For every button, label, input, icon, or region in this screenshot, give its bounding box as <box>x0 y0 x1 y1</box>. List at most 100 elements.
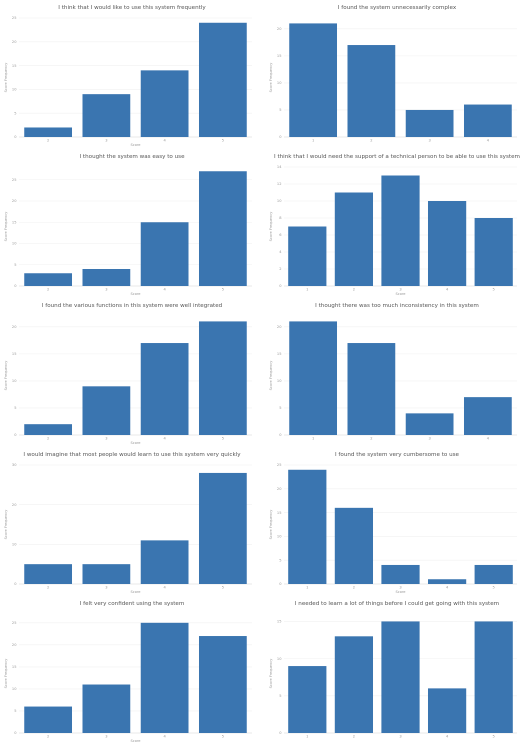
chart-panel-7: I would imagine that most people would l… <box>4 452 252 594</box>
y-tick-label: 5 <box>279 694 281 698</box>
x-axis-label: Score <box>130 590 141 594</box>
bar-2 <box>24 273 73 286</box>
bar-5 <box>198 472 247 584</box>
bar-2 <box>334 507 374 584</box>
y-tick-label: 2 <box>279 267 281 271</box>
y-tick-label: 5 <box>279 108 281 112</box>
chart-panel-10: I needed to learn a lot of things before… <box>269 601 517 739</box>
y-tick-label: 15 <box>12 352 17 356</box>
y-tick-label: 0 <box>279 582 282 586</box>
x-tick-label: 3 <box>399 586 401 590</box>
x-tick-label: 2 <box>370 139 372 143</box>
bar-4 <box>427 579 467 584</box>
chart-panel-3: I thought the system was easy to use 0 5 10… <box>4 154 252 296</box>
x-tick-label: 2 <box>370 437 372 441</box>
bar-2 <box>24 127 73 137</box>
x-axis-label: Score <box>130 441 141 445</box>
y-axis-label: Score Frequency <box>4 509 8 540</box>
y-tick-label: 20 <box>12 325 17 329</box>
y-axis-label: Score Frequency <box>269 509 273 540</box>
bar-2 <box>24 706 73 733</box>
x-tick-label: 1 <box>306 735 308 739</box>
y-axis-label: Score Frequency <box>269 360 273 391</box>
x-tick-label: 4 <box>163 437 166 441</box>
bar-4 <box>427 688 467 733</box>
bar-3 <box>405 413 454 435</box>
x-tick-label: 1 <box>312 437 314 441</box>
y-tick-label: 6 <box>279 233 282 237</box>
y-tick-label: 25 <box>12 178 17 182</box>
y-tick-label: 25 <box>12 16 17 20</box>
x-tick-label: 4 <box>446 586 449 590</box>
x-tick-label: 3 <box>399 288 401 292</box>
bar-1 <box>288 226 327 286</box>
bar-4 <box>463 104 512 137</box>
y-tick-label: 15 <box>277 511 282 515</box>
x-tick-label: 2 <box>47 139 49 143</box>
x-tick-label: 2 <box>47 586 49 590</box>
y-tick-label: 30 <box>12 463 17 467</box>
y-tick-label: 10 <box>12 543 17 547</box>
bar-3 <box>381 175 420 286</box>
bar-3 <box>381 621 420 733</box>
y-tick-label: 10 <box>12 242 17 246</box>
x-tick-label: 3 <box>105 437 107 441</box>
y-tick-label: 25 <box>12 621 17 625</box>
y-tick-label: 0 <box>279 284 282 288</box>
y-tick-label: 14 <box>277 165 282 169</box>
y-tick-label: 0 <box>279 433 282 437</box>
x-tick-label: 5 <box>222 735 224 739</box>
bar-3 <box>82 564 131 584</box>
y-tick-label: 15 <box>277 352 282 356</box>
y-tick-label: 10 <box>277 379 282 383</box>
x-tick-label: 4 <box>163 288 166 292</box>
bar-1 <box>289 321 338 435</box>
x-tick-label: 4 <box>163 735 166 739</box>
y-tick-label: 4 <box>279 250 282 254</box>
y-tick-label: 20 <box>277 325 282 329</box>
y-tick-label: 5 <box>279 406 281 410</box>
y-tick-label: 0 <box>14 284 17 288</box>
y-tick-label: 8 <box>279 216 282 220</box>
y-tick-label: 12 <box>277 182 282 186</box>
y-tick-label: 15 <box>12 220 17 224</box>
y-tick-label: 5 <box>14 263 16 267</box>
y-tick-label: 10 <box>277 657 282 661</box>
bar-2 <box>24 424 73 435</box>
bar-2 <box>347 45 396 137</box>
bar-1 <box>288 666 327 733</box>
chart-title: I think that I would like to use this sy… <box>58 5 206 11</box>
x-tick-label: 5 <box>222 437 224 441</box>
chart-title: I thought there was too much inconsisten… <box>315 303 479 309</box>
chart-title: I think that I would need the support of… <box>274 154 520 160</box>
chart-panel-6: I thought there was too much inconsisten… <box>269 303 517 441</box>
chart-title: I found the system unnecessarily complex <box>338 5 457 11</box>
x-tick-label: 1 <box>312 139 314 143</box>
y-tick-label: 10 <box>277 81 282 85</box>
bar-1 <box>288 469 327 584</box>
chart-title: I would imagine that most people would l… <box>23 452 241 458</box>
y-tick-label: 5 <box>14 111 16 115</box>
y-axis-label: Score Frequency <box>269 62 273 93</box>
bar-5 <box>198 22 247 137</box>
bar-3 <box>82 94 131 137</box>
bar-5 <box>474 564 513 584</box>
x-axis-label: Score <box>130 739 141 743</box>
bar-3 <box>405 109 454 137</box>
chart-panel-1: I think that I would like to use this sy… <box>4 5 252 147</box>
x-axis-label: Score <box>130 292 141 296</box>
chart-panel-4: I think that I would need the support of… <box>269 154 520 296</box>
bar-4 <box>140 622 189 733</box>
x-tick-label: 2 <box>353 735 355 739</box>
y-tick-label: 5 <box>14 709 16 713</box>
x-tick-label: 5 <box>222 139 224 143</box>
bar-5 <box>198 321 247 435</box>
x-axis-label: Score <box>130 143 141 147</box>
x-tick-label: 5 <box>222 586 224 590</box>
bar-4 <box>140 343 189 435</box>
y-tick-label: 20 <box>277 27 282 31</box>
x-tick-label: 1 <box>306 288 308 292</box>
x-tick-label: 2 <box>353 288 355 292</box>
x-tick-label: 3 <box>428 139 430 143</box>
